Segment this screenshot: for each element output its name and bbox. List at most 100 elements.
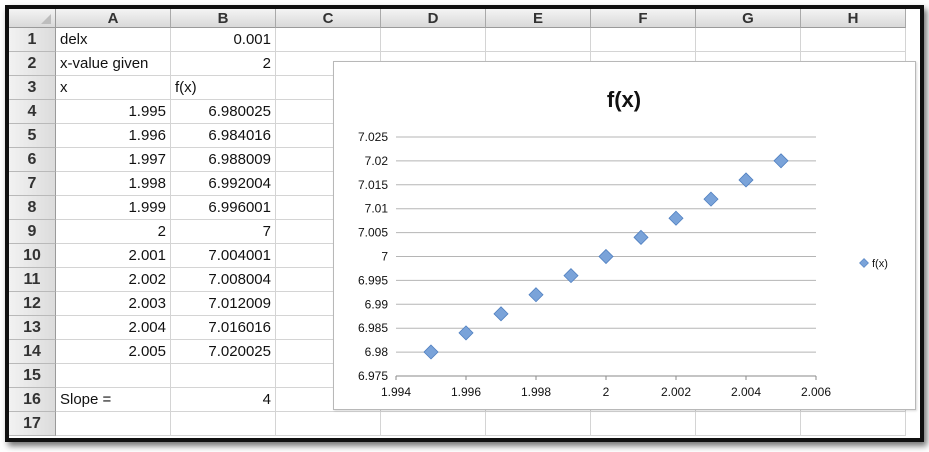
y-tick-label: 7 (381, 250, 388, 264)
cell-b2[interactable]: 2 (171, 52, 276, 76)
cell-b4[interactable]: 6.980025 (171, 100, 276, 124)
cell-a13[interactable]: 2.004 (56, 316, 171, 340)
cell-b1[interactable]: 0.001 (171, 28, 276, 52)
cell-b15[interactable] (171, 364, 276, 388)
legend-marker-icon (859, 258, 869, 268)
row-header-3[interactable]: 3 (9, 76, 56, 100)
cell-a6[interactable]: 1.997 (56, 148, 171, 172)
column-header-e[interactable]: E (486, 9, 591, 28)
row-header-5[interactable]: 5 (9, 124, 56, 148)
row-header-2[interactable]: 2 (9, 52, 56, 76)
row-header-4[interactable]: 4 (9, 100, 56, 124)
cell-b8[interactable]: 6.996001 (171, 196, 276, 220)
cell-a2[interactable]: x-value given (56, 52, 171, 76)
cell-a14[interactable]: 2.005 (56, 340, 171, 364)
cell-h17[interactable] (801, 412, 906, 436)
x-tick-label: 2 (603, 385, 610, 399)
cell-a15[interactable] (56, 364, 171, 388)
y-tick-label: 7.01 (365, 202, 389, 216)
data-series-points (423, 153, 789, 360)
cell-c17[interactable] (276, 412, 381, 436)
data-point-1 (458, 325, 474, 341)
cell-d17[interactable] (381, 412, 486, 436)
scatter-chart[interactable]: f(x) 6.975 6.98 6.985 6.99 6.995 7 7.005 7.01 7.… (333, 61, 916, 410)
data-point-5 (598, 248, 614, 265)
y-tick-label: 7.025 (358, 130, 388, 144)
y-tick-label: 7.015 (358, 178, 388, 192)
row-header-15[interactable]: 15 (9, 364, 56, 388)
column-header-g[interactable]: G (696, 9, 801, 28)
x-tick-label: 1.998 (521, 385, 551, 399)
select-all-corner[interactable] (9, 9, 56, 28)
data-point-6 (633, 229, 649, 245)
cell-b14[interactable]: 7.020025 (171, 340, 276, 364)
data-point-0 (423, 344, 439, 360)
cell-h1[interactable] (801, 28, 906, 52)
cell-b5[interactable]: 6.984016 (171, 124, 276, 148)
column-header-c[interactable]: C (276, 9, 381, 28)
cell-e17[interactable] (486, 412, 591, 436)
cell-a9[interactable]: 2 (56, 220, 171, 244)
cell-b3[interactable]: f(x) (171, 76, 276, 100)
cell-e1[interactable] (486, 28, 591, 52)
data-point-10 (773, 153, 789, 169)
cell-a12[interactable]: 2.003 (56, 292, 171, 316)
cell-b12[interactable]: 7.012009 (171, 292, 276, 316)
chart-legend: f(x) (859, 258, 888, 270)
row-header-11[interactable]: 11 (9, 268, 56, 292)
row-header-17[interactable]: 17 (9, 412, 56, 436)
cell-a8[interactable]: 1.999 (56, 196, 171, 220)
cell-a11[interactable]: 2.002 (56, 268, 171, 292)
column-header-d[interactable]: D (381, 9, 486, 28)
column-header-h[interactable]: H (801, 9, 906, 28)
x-tick-label: 1.996 (451, 385, 481, 399)
x-tick-label: 1.994 (381, 385, 411, 399)
column-header-f[interactable]: F (591, 9, 696, 28)
cell-a7[interactable]: 1.998 (56, 172, 171, 196)
cell-c1[interactable] (276, 28, 381, 52)
cell-b13[interactable]: 7.016016 (171, 316, 276, 340)
y-tick-label: 6.99 (365, 297, 389, 311)
cell-b16[interactable]: 4 (171, 388, 276, 412)
cell-a3[interactable]: x (56, 76, 171, 100)
row-header-10[interactable]: 10 (9, 244, 56, 268)
cell-b9[interactable]: 7 (171, 220, 276, 244)
x-tick-label: 2.002 (661, 385, 691, 399)
cell-a10[interactable]: 2.001 (56, 244, 171, 268)
row-header-9[interactable]: 9 (9, 220, 56, 244)
cell-g1[interactable] (696, 28, 801, 52)
cell-a1[interactable]: delx (56, 28, 171, 52)
row-header-13[interactable]: 13 (9, 316, 56, 340)
data-point-9 (738, 172, 754, 188)
cell-d1[interactable] (381, 28, 486, 52)
y-tick-label: 7.005 (358, 226, 388, 240)
cell-b17[interactable] (171, 412, 276, 436)
row-header-6[interactable]: 6 (9, 148, 56, 172)
x-axis-tick-labels: 1.994 1.996 1.998 2 2.002 2.004 2.006 (381, 376, 831, 399)
x-tick-label: 2.006 (801, 385, 831, 399)
cell-a5[interactable]: 1.996 (56, 124, 171, 148)
cell-a4[interactable]: 1.995 (56, 100, 171, 124)
row-header-1[interactable]: 1 (9, 28, 56, 52)
column-header-a[interactable]: A (56, 9, 171, 28)
spreadsheet-window: A B C D E F G H 1 delx 0.001 2 x-value given 2 3 x f(x) 4… (5, 5, 924, 442)
column-header-b[interactable]: B (171, 9, 276, 28)
data-point-3 (528, 287, 544, 303)
cell-b11[interactable]: 7.008004 (171, 268, 276, 292)
chart-canvas: f(x) 6.975 6.98 6.985 6.99 6.995 7 7.005 7.01 7.… (358, 87, 888, 399)
row-header-14[interactable]: 14 (9, 340, 56, 364)
data-point-2 (493, 306, 509, 322)
cell-b10[interactable]: 7.004001 (171, 244, 276, 268)
cell-g17[interactable] (696, 412, 801, 436)
row-header-16[interactable]: 16 (9, 388, 56, 412)
row-header-7[interactable]: 7 (9, 172, 56, 196)
data-point-8 (703, 191, 719, 207)
cell-a16[interactable]: Slope = (56, 388, 171, 412)
cell-f17[interactable] (591, 412, 696, 436)
cell-a17[interactable] (56, 412, 171, 436)
cell-f1[interactable] (591, 28, 696, 52)
row-header-12[interactable]: 12 (9, 292, 56, 316)
row-header-8[interactable]: 8 (9, 196, 56, 220)
cell-b6[interactable]: 6.988009 (171, 148, 276, 172)
cell-b7[interactable]: 6.992004 (171, 172, 276, 196)
